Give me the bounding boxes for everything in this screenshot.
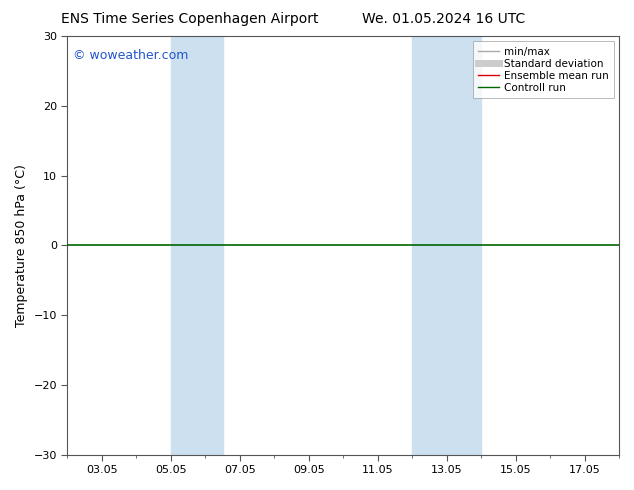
Text: ENS Time Series Copenhagen Airport: ENS Time Series Copenhagen Airport <box>61 12 319 26</box>
Legend: min/max, Standard deviation, Ensemble mean run, Controll run: min/max, Standard deviation, Ensemble me… <box>472 41 614 98</box>
Text: © woweather.com: © woweather.com <box>73 49 188 62</box>
Bar <box>171 36 223 455</box>
Y-axis label: Temperature 850 hPa (°C): Temperature 850 hPa (°C) <box>15 164 28 327</box>
Bar <box>412 36 481 455</box>
Text: We. 01.05.2024 16 UTC: We. 01.05.2024 16 UTC <box>362 12 526 26</box>
